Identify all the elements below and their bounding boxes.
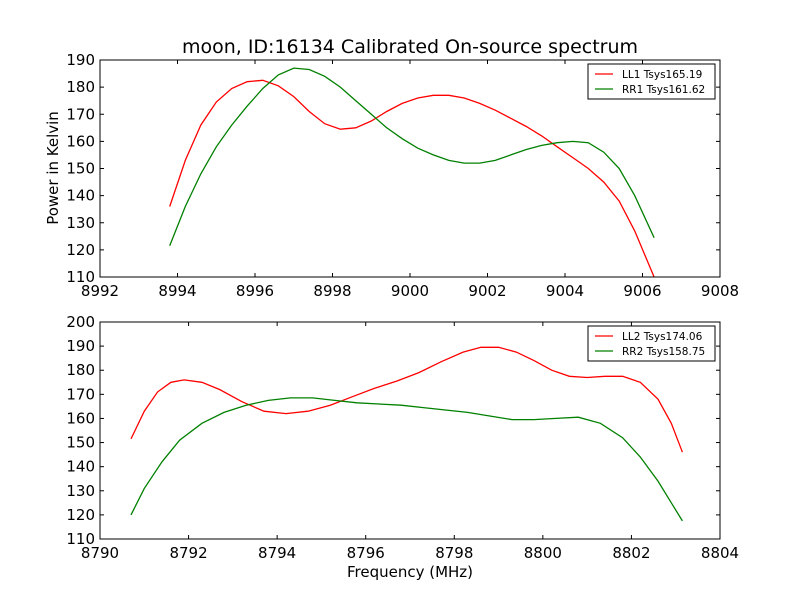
series-line-1 xyxy=(130,346,684,453)
legend-entry: RR2 Tsys158.75 xyxy=(622,346,705,358)
x-tick-label: 9004 xyxy=(546,282,584,300)
y-tick-label: 150 xyxy=(66,160,95,178)
y-tick-label: 170 xyxy=(66,385,95,403)
series-line-2 xyxy=(130,397,683,522)
y-tick-label: 150 xyxy=(66,434,95,452)
y-tick-label: 180 xyxy=(66,361,95,379)
y-tick-label: 180 xyxy=(66,78,95,96)
axes-frame xyxy=(99,321,721,540)
legend-entry: LL2 Tsys174.06 xyxy=(622,331,703,343)
legend-entry: RR1 Tsys161.62 xyxy=(622,84,705,96)
x-tick-label: 8796 xyxy=(347,544,385,562)
series-line-2 xyxy=(169,67,655,247)
y-tick-label: 200 xyxy=(66,313,95,331)
y-tick-label: 110 xyxy=(66,530,95,548)
x-tick-label: 8800 xyxy=(524,544,562,562)
x-tick-label: 8804 xyxy=(701,544,739,562)
y-tick-label: 190 xyxy=(66,337,95,355)
legend-box xyxy=(587,63,716,100)
x-tick-label: 8992 xyxy=(81,282,119,300)
x-tick-label: 8998 xyxy=(313,282,351,300)
chart-title: moon, ID:16134 Calibrated On-source spec… xyxy=(182,36,638,58)
series-line-1 xyxy=(169,79,655,277)
x-tick-label: 8794 xyxy=(258,544,296,562)
legend: LL2 Tsys174.06 RR2 Tsys158.75 xyxy=(587,325,716,362)
x-tick-label: 8798 xyxy=(435,544,473,562)
x-axis-label: Frequency (MHz) xyxy=(347,563,473,581)
x-tick-label: 8994 xyxy=(158,282,196,300)
legend-entry: LL1 Tsys165.19 xyxy=(622,69,702,81)
y-tick-label: 120 xyxy=(66,506,95,524)
x-tick-label: 8790 xyxy=(81,544,119,562)
y-tick-label: 160 xyxy=(66,132,95,150)
legend: LL1 Tsys165.19 RR1 Tsys161.62 xyxy=(587,63,716,100)
y-tick-label: 130 xyxy=(66,482,95,500)
x-tick-label: 8996 xyxy=(236,282,274,300)
bottom-plot: 8790 8792 8794 8796 8798 8800 8802 8804 110 120 13… xyxy=(66,313,739,562)
y-tick-label: 110 xyxy=(66,268,95,286)
x-tick-label: 9008 xyxy=(701,282,739,300)
x-tick-label: 9002 xyxy=(468,282,506,300)
y-tick-label: 160 xyxy=(66,409,95,427)
y-tick-label: 190 xyxy=(66,51,95,69)
x-tick-label: 9000 xyxy=(391,282,429,300)
y-tick-label: 140 xyxy=(66,187,95,205)
x-tick-label: 8792 xyxy=(169,544,207,562)
y-axis-label: Power in Kelvin xyxy=(44,111,62,225)
y-tick-label: 130 xyxy=(66,214,95,232)
y-tick-label: 170 xyxy=(66,105,95,123)
x-tick-label: 8802 xyxy=(612,544,650,562)
y-tick-label: 120 xyxy=(66,241,95,259)
x-tick-label: 9006 xyxy=(623,282,661,300)
legend-box xyxy=(587,325,716,362)
y-tick-label: 140 xyxy=(66,458,95,476)
top-plot: 8992 8994 8996 8998 9000 9002 9004 9006 9008 110 1… xyxy=(66,51,739,300)
